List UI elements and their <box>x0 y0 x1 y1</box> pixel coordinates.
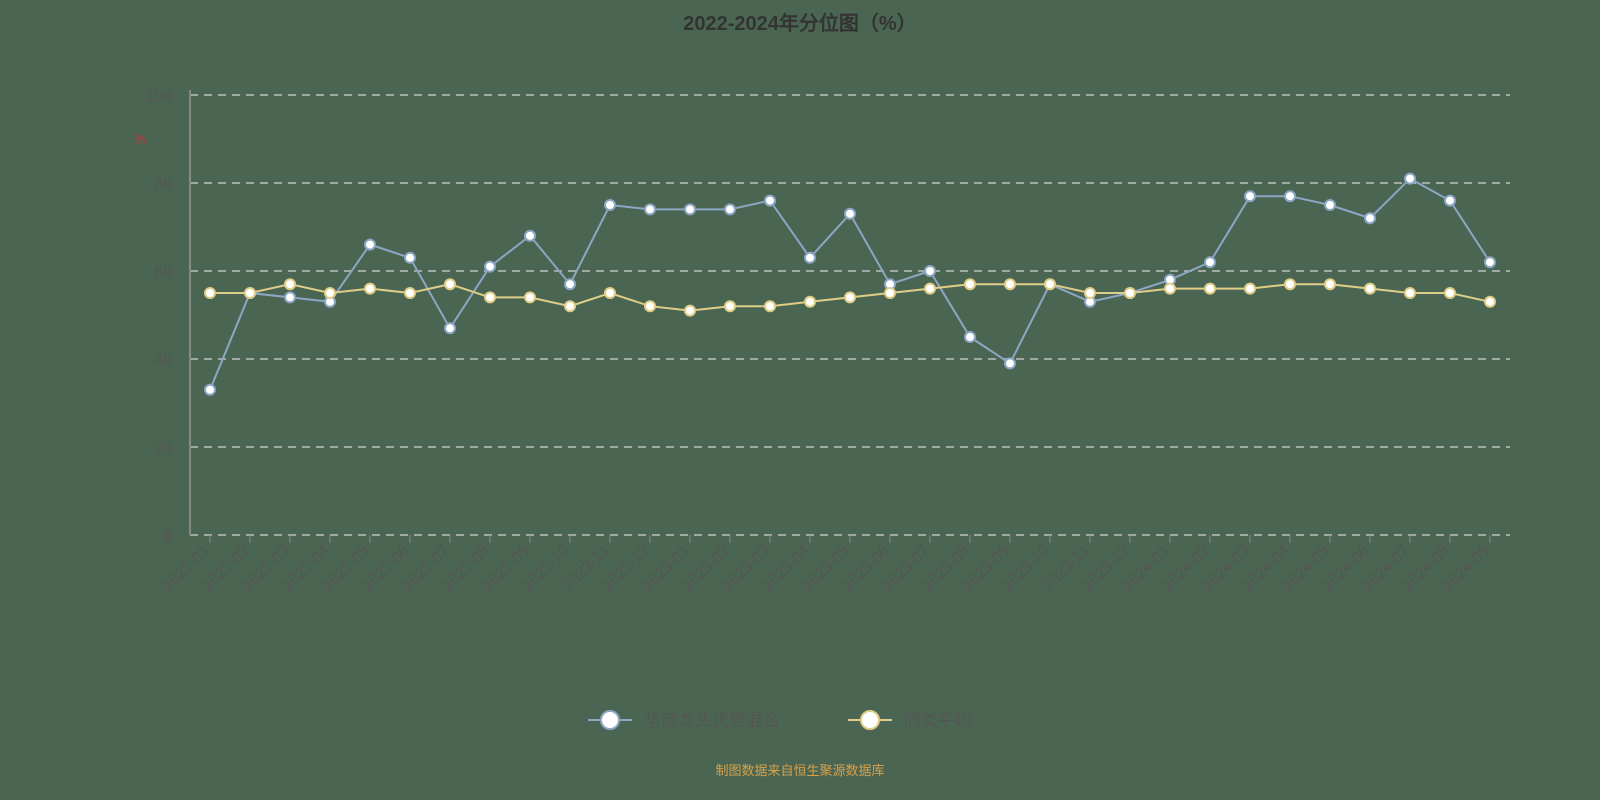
chart-title: 2022-2024年分位图（%） <box>683 11 916 35</box>
series-marker-fund <box>525 231 535 241</box>
y-tick-label: 20 <box>154 440 172 457</box>
series-marker-fund <box>285 292 295 302</box>
series-marker-avg <box>1485 297 1495 307</box>
series-marker-avg <box>725 301 735 311</box>
series-marker-avg <box>965 279 975 289</box>
series-marker-avg <box>1205 284 1215 294</box>
series-marker-avg <box>925 284 935 294</box>
series-marker-fund <box>1205 257 1215 267</box>
series-marker-fund <box>925 266 935 276</box>
series-marker-avg <box>1325 279 1335 289</box>
series-marker-fund <box>845 209 855 219</box>
series-marker-avg <box>605 288 615 298</box>
series-marker-fund <box>365 240 375 250</box>
series-marker-avg <box>525 292 535 302</box>
legend-label: 同类平均 <box>904 711 972 730</box>
series-marker-avg <box>845 292 855 302</box>
y-tick-label: 80 <box>154 176 172 193</box>
series-marker-avg <box>645 301 655 311</box>
y-unit-label: % <box>134 131 146 147</box>
legend-marker <box>601 711 619 729</box>
series-marker-avg <box>1285 279 1295 289</box>
legend-item-avg: 同类平均 <box>848 711 972 730</box>
series-marker-avg <box>1445 288 1455 298</box>
series-marker-fund <box>725 204 735 214</box>
series-marker-fund <box>1245 191 1255 201</box>
series-marker-avg <box>1125 288 1135 298</box>
series-marker-fund <box>1405 174 1415 184</box>
series-marker-fund <box>1445 196 1455 206</box>
legend-marker <box>861 711 879 729</box>
series-marker-fund <box>565 279 575 289</box>
series-marker-fund <box>965 332 975 342</box>
series-marker-fund <box>405 253 415 263</box>
series-marker-avg <box>485 292 495 302</box>
series-marker-fund <box>1365 213 1375 223</box>
series-marker-fund <box>205 385 215 395</box>
series-marker-avg <box>1005 279 1015 289</box>
series-marker-fund <box>1325 200 1335 210</box>
series-marker-avg <box>1365 284 1375 294</box>
y-tick-label: 60 <box>154 264 172 281</box>
series-marker-avg <box>405 288 415 298</box>
series-marker-avg <box>285 279 295 289</box>
series-marker-avg <box>205 288 215 298</box>
series-marker-avg <box>325 288 335 298</box>
series-marker-fund <box>685 204 695 214</box>
series-marker-fund <box>445 323 455 333</box>
series-marker-avg <box>1405 288 1415 298</box>
series-marker-fund <box>1285 191 1295 201</box>
series-marker-avg <box>805 297 815 307</box>
series-marker-fund <box>1005 358 1015 368</box>
legend-item-fund: 华商龙头优势混合 <box>588 711 780 730</box>
series-marker-fund <box>1485 257 1495 267</box>
series-marker-fund <box>485 262 495 272</box>
series-marker-avg <box>1085 288 1095 298</box>
series-marker-fund <box>605 200 615 210</box>
series-marker-avg <box>885 288 895 298</box>
percentile-line-chart: 2022-2024年分位图（%）020406080100%2022-012022… <box>0 0 1600 800</box>
series-marker-avg <box>565 301 575 311</box>
y-tick-label: 40 <box>154 352 172 369</box>
series-marker-avg <box>445 279 455 289</box>
source-note: 制图数据来自恒生聚源数据库 <box>715 763 884 778</box>
series-marker-avg <box>1165 284 1175 294</box>
y-tick-label: 100 <box>145 88 172 105</box>
chart-container: 2022-2024年分位图（%）020406080100%2022-012022… <box>0 0 1600 800</box>
series-marker-fund <box>765 196 775 206</box>
series-marker-avg <box>245 288 255 298</box>
legend-label: 华商龙头优势混合 <box>644 711 780 730</box>
series-marker-avg <box>685 306 695 316</box>
series-marker-avg <box>1045 279 1055 289</box>
y-tick-label: 0 <box>163 528 172 545</box>
series-marker-avg <box>365 284 375 294</box>
series-marker-fund <box>805 253 815 263</box>
series-marker-avg <box>765 301 775 311</box>
series-marker-fund <box>645 204 655 214</box>
series-marker-avg <box>1245 284 1255 294</box>
